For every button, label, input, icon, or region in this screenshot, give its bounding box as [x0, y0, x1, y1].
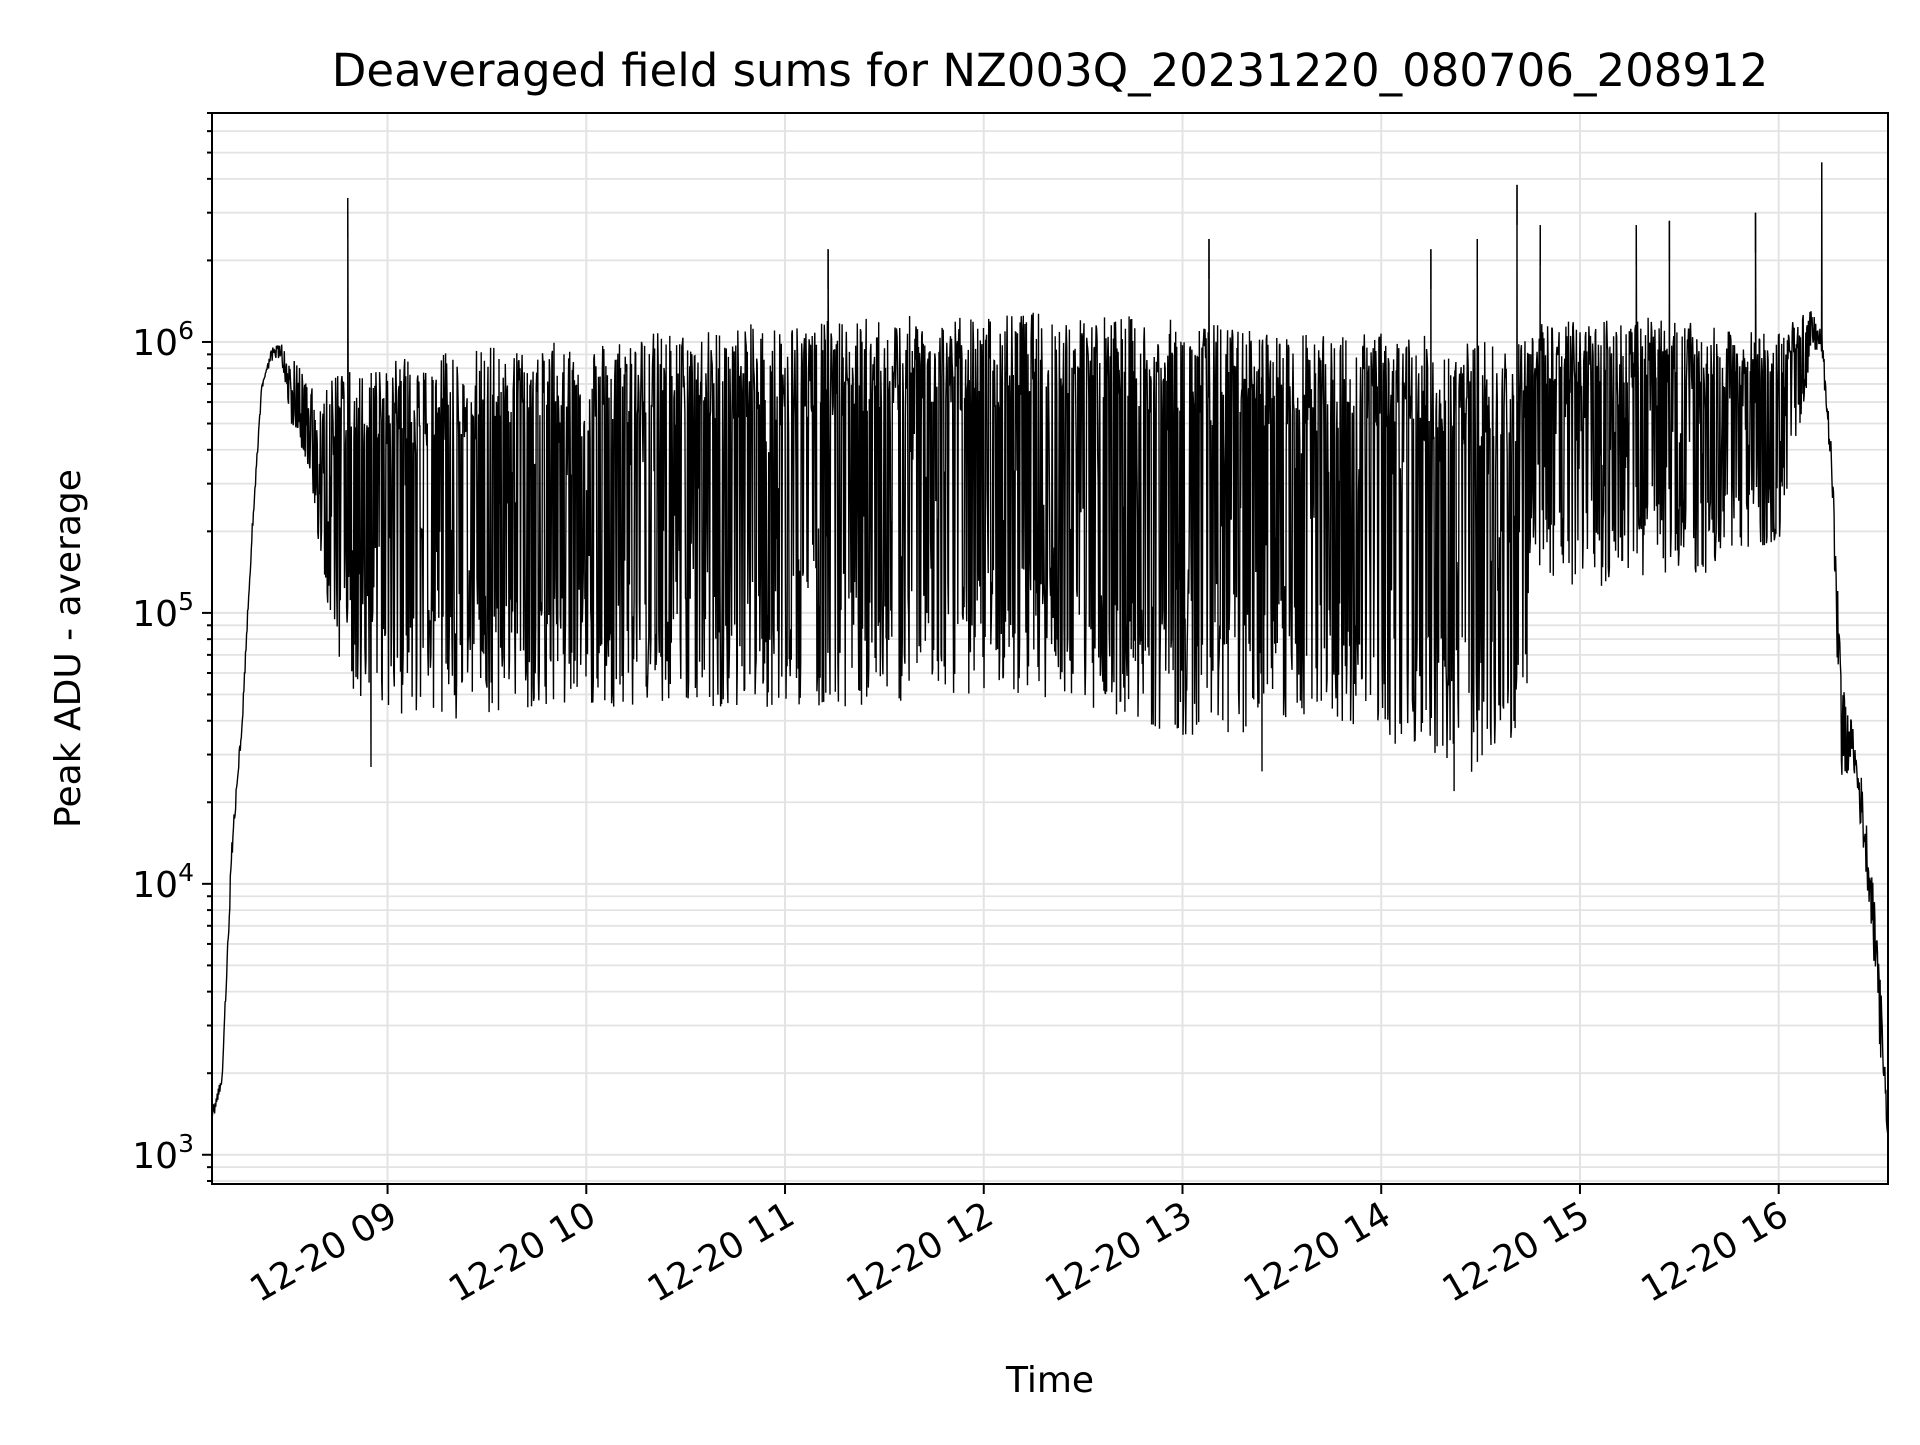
y-tick-exponent: 4: [178, 858, 194, 887]
y-tick-base: 10: [132, 594, 178, 635]
y-tick-base: 10: [132, 865, 178, 906]
y-tick-label: 105: [132, 587, 194, 635]
y-tick-label: 106: [132, 316, 194, 364]
y-tick-base: 10: [132, 1136, 178, 1177]
x-axis-label: Time: [1005, 1360, 1094, 1401]
y-tick-exponent: 6: [178, 316, 194, 345]
y-tick-exponent: 5: [178, 587, 194, 616]
y-tick-label: 103: [132, 1129, 194, 1177]
y-tick-label: 104: [132, 858, 194, 906]
y-axis-label: Peak ADU - average: [48, 469, 89, 828]
series-line: [211, 162, 1889, 1137]
y-tick-base: 10: [132, 323, 178, 364]
y-tick-exponent: 3: [178, 1129, 194, 1158]
plot-area-frame: [211, 112, 1889, 1185]
series-layer: [211, 162, 1889, 1137]
chart-title: Deaveraged field sums for NZ003Q_2023122…: [332, 44, 1768, 97]
